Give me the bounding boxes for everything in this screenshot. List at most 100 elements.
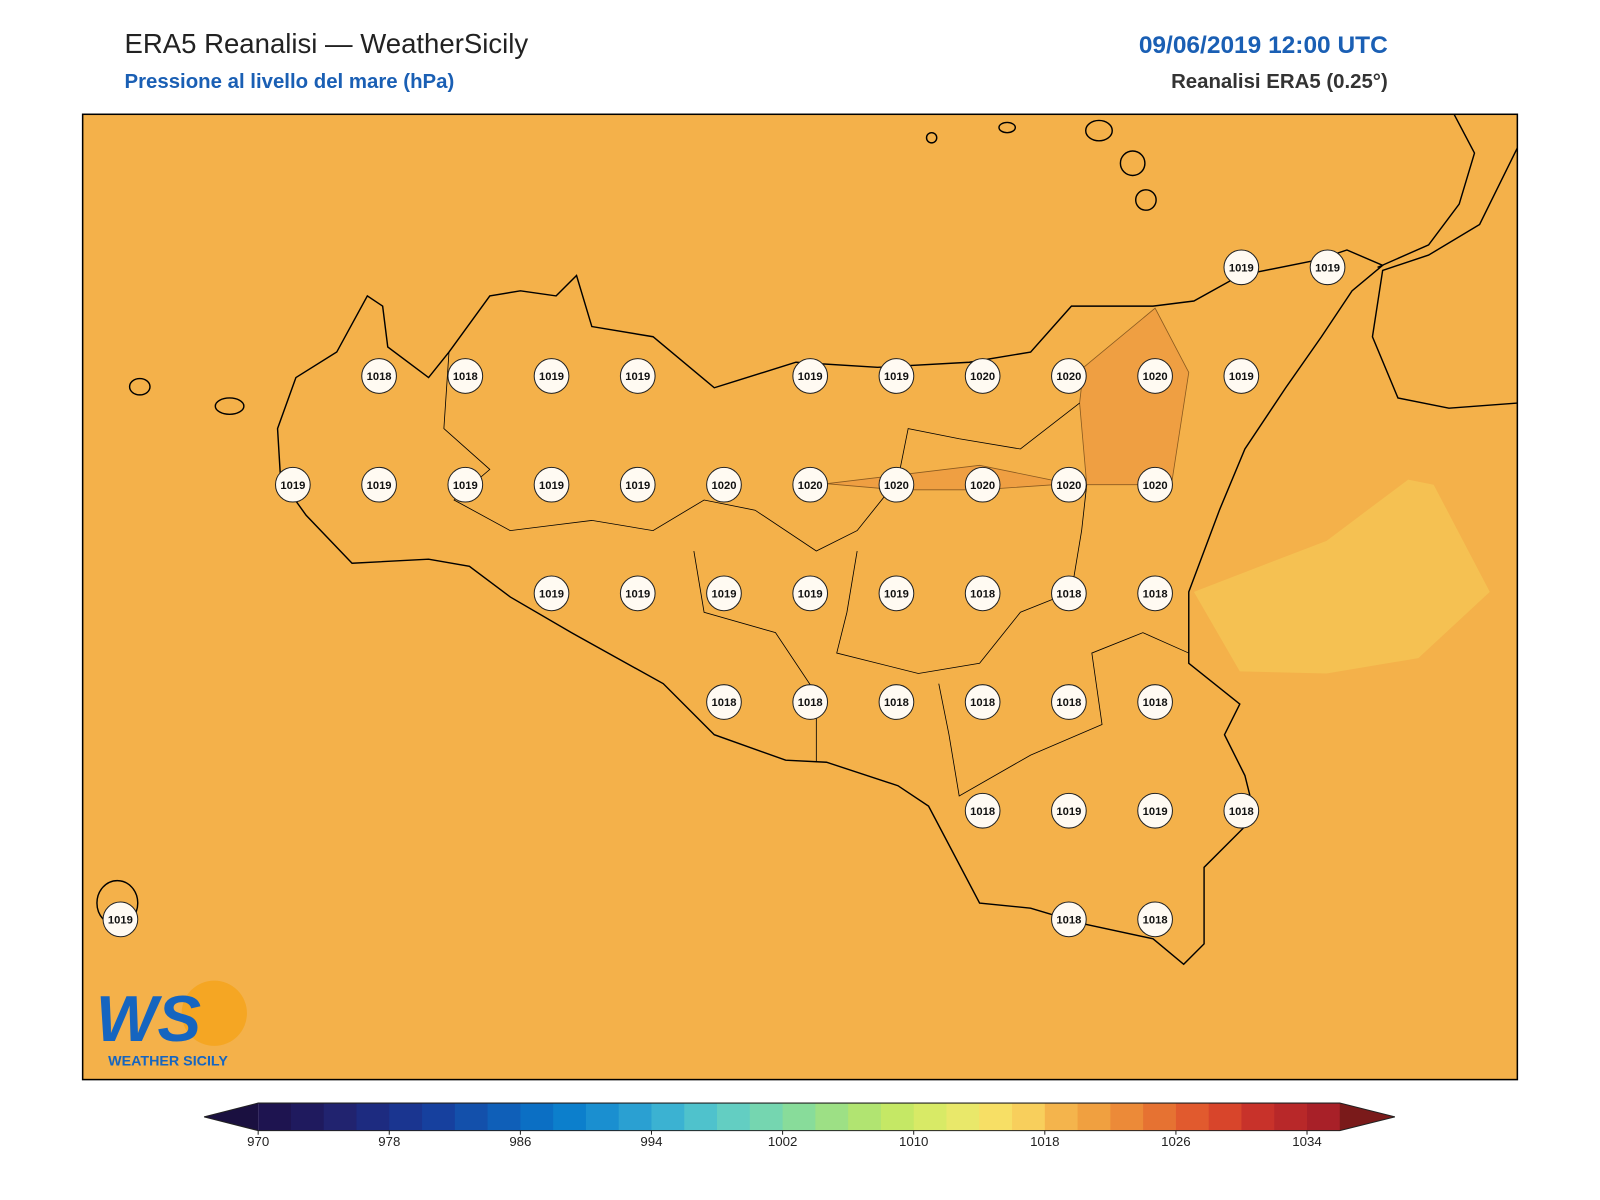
station-marker: [964, 575, 1001, 612]
station-value: 1020: [1056, 371, 1081, 383]
calabria-coast: [1371, 147, 1518, 409]
colorbar-bin: [1307, 1103, 1341, 1131]
station-marker: [1137, 901, 1173, 938]
province-border: [836, 484, 1088, 674]
station: 1018: [1051, 684, 1087, 720]
station: 1019: [878, 575, 915, 612]
station-value: 1019: [798, 371, 823, 383]
station-marker: [1309, 249, 1346, 286]
station: 1018: [447, 358, 484, 394]
station-value: 1019: [280, 480, 305, 492]
station-value: 1018: [453, 371, 478, 383]
station: 1020: [964, 358, 1001, 394]
station: 1020: [1137, 358, 1173, 394]
station-marker: [1223, 249, 1260, 286]
subtitle: Pressione al livello del mare (hPa): [124, 71, 454, 93]
station-marker: [1051, 358, 1087, 394]
colorbar-tick-label: 970: [247, 1134, 269, 1149]
station: 1019: [792, 575, 829, 612]
station-marker: [447, 466, 484, 503]
station-marker: [619, 358, 656, 394]
station: 1019: [275, 466, 311, 503]
station-value: 1019: [711, 588, 736, 600]
station-marker: [964, 684, 1001, 720]
station: 1020: [964, 466, 1001, 503]
island: [214, 397, 245, 415]
colorbar-bin: [848, 1103, 882, 1131]
station: 1018: [1051, 901, 1087, 938]
colorbar-tick-label: 1026: [1161, 1134, 1190, 1149]
station-value: 1020: [798, 480, 823, 492]
colorbar-extend-high: [1339, 1103, 1395, 1131]
station-value: 1019: [1229, 262, 1254, 274]
station-value: 1020: [970, 480, 995, 492]
colorbar-bin: [717, 1103, 751, 1131]
station-marker: [1051, 901, 1087, 938]
station-marker: [275, 466, 311, 503]
station-value: 1018: [970, 588, 995, 600]
colorbar: 970 978 986 994 1002 1010 1018 1026 1034: [203, 1102, 1396, 1149]
colorbar-tick-label: 994: [640, 1134, 662, 1149]
station: 1019: [102, 901, 139, 938]
station-value: 1018: [1056, 914, 1081, 926]
station: 1018: [964, 684, 1001, 720]
station-value: 1020: [884, 480, 909, 492]
station: 1018: [706, 684, 742, 720]
colorbar-bin: [585, 1103, 620, 1131]
station: 1018: [1223, 792, 1260, 829]
station-value: 1020: [711, 480, 736, 492]
station: 1020: [1051, 358, 1087, 394]
station-marker: [1223, 792, 1260, 829]
station-value: 1019: [539, 371, 564, 383]
station-value: 1019: [798, 588, 823, 600]
station: 1018: [792, 684, 829, 720]
station: 1020: [878, 466, 915, 503]
colorbar-bin: [323, 1103, 358, 1131]
station-marker: [878, 575, 915, 612]
calabria-coast: [1377, 113, 1476, 269]
station-value: 1018: [1229, 806, 1254, 818]
sicily-coast: [276, 249, 1385, 966]
station: 1020: [792, 466, 829, 503]
colorbar-extend-low: [204, 1103, 259, 1131]
station-marker: [533, 466, 570, 503]
logo: WS WEATHER SICILY: [96, 980, 247, 1069]
colorbar-tick-label: 1002: [768, 1134, 797, 1149]
station-marker: [1137, 792, 1173, 829]
station-marker: [619, 575, 656, 612]
logo-text: WEATHER SICILY: [108, 1053, 228, 1069]
station: 1019: [1051, 792, 1087, 829]
station-value: 1018: [970, 806, 995, 818]
station: 1019: [361, 466, 397, 503]
colorbar-tick-label: 1010: [899, 1134, 928, 1149]
colorbar-bin: [487, 1103, 521, 1131]
station-marker: [361, 358, 397, 394]
colorbar-bin: [979, 1103, 1013, 1131]
station-marker: [706, 466, 742, 503]
station-marker: [964, 466, 1001, 503]
colorbar-bin: [684, 1103, 718, 1131]
station: 1019: [878, 358, 915, 394]
station: 1019: [1223, 358, 1260, 394]
island: [1135, 189, 1157, 211]
station-marker: [792, 358, 829, 394]
station-value: 1019: [1315, 262, 1340, 274]
station: 1019: [533, 358, 570, 394]
station: 1019: [619, 575, 656, 612]
colorbar-bin: [454, 1103, 489, 1131]
station-value: 1019: [1143, 806, 1168, 818]
station-value: 1019: [539, 480, 564, 492]
title: ERA5 Reanalisi — WeatherSicily: [124, 28, 528, 59]
colorbar-bin: [422, 1103, 456, 1131]
station-marker: [1137, 684, 1173, 720]
station-value: 1018: [970, 697, 995, 709]
station-marker: [1051, 792, 1087, 829]
station-marker: [706, 684, 742, 720]
station: 1019: [1223, 249, 1260, 286]
station-marker: [1051, 466, 1087, 503]
datetime: 09/06/2019 12:00 UTC: [1139, 32, 1388, 59]
station-value: 1019: [1229, 371, 1254, 383]
colorbar-bin: [520, 1103, 554, 1131]
station-marker: [792, 466, 829, 503]
